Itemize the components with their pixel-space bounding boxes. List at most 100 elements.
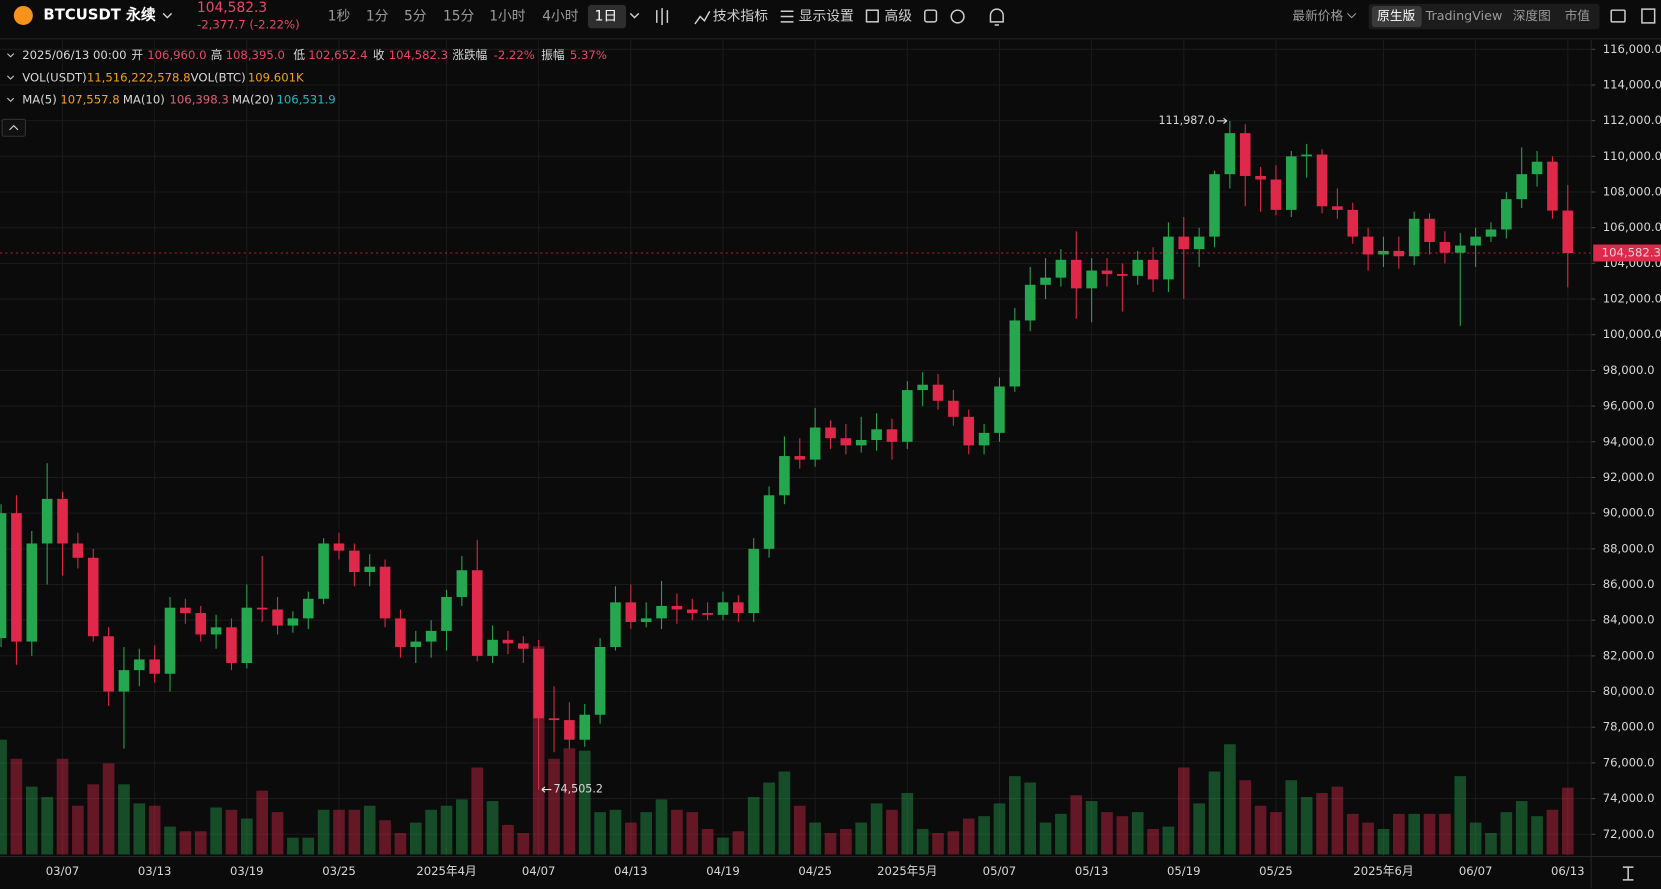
- candle-body: [1239, 133, 1251, 176]
- volume-bar: [102, 763, 115, 855]
- candle-body: [779, 456, 790, 496]
- view-tab[interactable]: 深度图: [1513, 8, 1551, 23]
- candle-body: [1117, 274, 1128, 276]
- candle-body: [610, 602, 621, 647]
- info-value: 109.601K: [248, 70, 304, 84]
- menu[interactable]: 显示设置: [799, 9, 854, 25]
- view-tab[interactable]: TradingView: [1425, 8, 1503, 23]
- volume-bar: [1346, 813, 1359, 855]
- candle-body: [87, 557, 99, 637]
- volume-bar: [0, 739, 7, 855]
- candle-body: [195, 613, 207, 635]
- settings-icon[interactable]: [780, 10, 794, 23]
- fullscreen-icon[interactable]: [1641, 8, 1656, 24]
- volume-bar: [502, 824, 514, 855]
- info-value: 106,960.0: [147, 48, 206, 62]
- y-tick-label: 94,000.0: [1603, 434, 1655, 448]
- view-group: [1368, 3, 1600, 30]
- candle-body: [1547, 161, 1558, 211]
- candle-body: [1009, 320, 1021, 387]
- volume-bar: [1377, 828, 1390, 855]
- volume-bar: [72, 805, 84, 855]
- candle-body: [533, 648, 544, 719]
- candle-body: [118, 670, 130, 692]
- menu[interactable]: 技术指标: [713, 9, 768, 25]
- symbol-dropdown[interactable]: [162, 12, 173, 19]
- volume-bar: [1024, 782, 1037, 855]
- interval-selected[interactable]: 1日: [595, 9, 618, 25]
- chart-type-icon[interactable]: [656, 8, 669, 26]
- volume-bar: [640, 812, 653, 855]
- volume-bar: [947, 831, 960, 855]
- candle-body: [1485, 229, 1497, 237]
- candle-body: [1070, 259, 1082, 289]
- candle-body: [1101, 270, 1113, 275]
- price-type[interactable]: 最新价格: [1292, 8, 1343, 23]
- collapse-caret[interactable]: [7, 53, 15, 58]
- view-tab[interactable]: 市值: [1565, 8, 1591, 23]
- gear-icon[interactable]: [950, 9, 965, 24]
- volume-bar: [1162, 826, 1175, 855]
- volume-bar: [1193, 803, 1205, 855]
- interval[interactable]: 1秒: [328, 9, 351, 25]
- alert-icon[interactable]: [989, 8, 1004, 26]
- candle-body: [456, 570, 468, 597]
- view-selected-bg: [1371, 5, 1422, 28]
- view-tab[interactable]: 原生版: [1377, 8, 1415, 23]
- price-change: -2,377.7 (-2.22%): [197, 18, 300, 32]
- indicator-icon[interactable]: [694, 10, 711, 25]
- snapshot-icon[interactable]: [924, 9, 938, 23]
- volume-bar: [425, 809, 437, 855]
- candle-body: [594, 646, 606, 715]
- collapse-caret[interactable]: [7, 97, 15, 103]
- interval[interactable]: 1小时: [489, 9, 526, 25]
- volume-bar: [624, 822, 637, 855]
- x-tick-label: 03/25: [322, 864, 356, 878]
- volume-bar: [548, 758, 560, 855]
- y-tick-label: 92,000.0: [1603, 470, 1655, 484]
- volume-bar: [855, 822, 868, 855]
- axis-icon[interactable]: [1622, 866, 1634, 881]
- volume-bar: [240, 818, 253, 855]
- x-tick-label: 05/07: [983, 864, 1017, 878]
- candle-body: [103, 636, 114, 692]
- y-tick-label: 76,000.0: [1603, 755, 1655, 769]
- layout-icon[interactable]: [1610, 9, 1626, 23]
- volume-bar: [1008, 776, 1021, 855]
- interval[interactable]: 5分: [404, 9, 427, 25]
- y-tick-label: 84,000.0: [1603, 613, 1655, 627]
- candle-body: [1163, 236, 1174, 280]
- candle-body: [855, 440, 867, 446]
- volume-bar: [41, 797, 53, 855]
- candle-body: [932, 384, 944, 401]
- interval[interactable]: 4小时: [542, 9, 579, 25]
- price-type-dropdown[interactable]: [1347, 12, 1357, 19]
- interval-dropdown[interactable]: [629, 12, 640, 19]
- candle-body: [256, 607, 268, 610]
- info-label: VOL(USDT): [22, 70, 86, 84]
- volume-bar: [778, 771, 791, 855]
- y-tick-label: 82,000.0: [1603, 648, 1655, 662]
- volume-bar: [993, 803, 1006, 855]
- interval[interactable]: 15分: [443, 9, 475, 25]
- menu[interactable]: 高级: [885, 8, 913, 25]
- volume-bar: [302, 837, 315, 855]
- info-label: 振幅: [541, 48, 565, 62]
- volume-bar: [655, 799, 668, 855]
- volume-bar: [133, 803, 146, 855]
- volume-bar: [179, 831, 192, 855]
- interval[interactable]: 1分: [366, 9, 389, 25]
- info-value: 107,557.8: [60, 93, 119, 107]
- candle-body: [1209, 174, 1220, 237]
- info-value: 106,531.9: [276, 93, 335, 107]
- candle-body: [333, 543, 345, 551]
- symbol[interactable]: BTCUSDT 永续: [43, 5, 155, 23]
- x-tick-label: 03/19: [230, 864, 264, 878]
- collapse-button[interactable]: [1, 118, 26, 137]
- candle-body: [1178, 236, 1190, 250]
- candle-body: [395, 618, 406, 647]
- collapse-caret[interactable]: [7, 75, 15, 80]
- advanced-icon[interactable]: [865, 9, 879, 23]
- candle-body: [763, 495, 775, 549]
- volume-bar: [1546, 809, 1559, 855]
